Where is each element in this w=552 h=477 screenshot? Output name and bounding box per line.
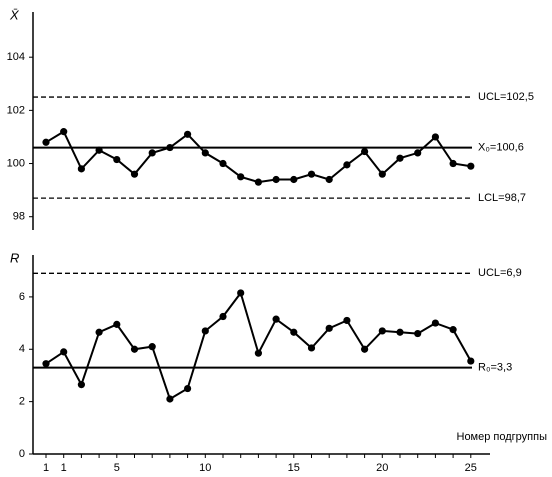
data-point — [219, 312, 227, 321]
y-axis-label: X̄ — [9, 7, 20, 22]
y-tick-label: 104 — [7, 51, 25, 63]
data-point — [130, 170, 139, 178]
data-point — [184, 384, 192, 393]
data-point — [343, 316, 351, 325]
data-point — [449, 326, 457, 334]
data-point — [42, 138, 50, 146]
data-point — [307, 344, 316, 352]
y-tick-label: 100 — [7, 157, 25, 169]
data-point — [60, 348, 68, 356]
data-point — [166, 395, 174, 403]
data-point — [95, 146, 103, 154]
data-point — [77, 381, 85, 389]
y-axis-label: R — [10, 250, 19, 265]
data-point — [431, 319, 439, 327]
reference-label: R₀=3,3 — [478, 361, 512, 373]
data-point — [148, 343, 156, 351]
data-point — [431, 133, 439, 141]
data-point — [148, 149, 156, 157]
data-point — [467, 162, 475, 170]
y-tick-label: 4 — [19, 343, 25, 355]
x-tick-label: 1 — [43, 462, 49, 474]
data-point — [467, 357, 475, 365]
data-point — [396, 154, 404, 162]
data-point — [272, 175, 280, 184]
data-point — [95, 328, 103, 336]
data-point — [414, 329, 422, 338]
data-point — [325, 175, 333, 184]
data-point — [272, 315, 280, 323]
reference-label: LCL=98,7 — [478, 192, 526, 204]
y-tick-label: 102 — [7, 104, 25, 116]
x-tick-label: 20 — [376, 462, 388, 474]
y-tick-label: 0 — [19, 448, 25, 460]
x-tick-label: 5 — [114, 462, 120, 474]
data-point — [414, 149, 422, 157]
data-point — [307, 170, 316, 178]
y-tick-label: 6 — [19, 291, 25, 303]
data-point — [290, 328, 298, 336]
data-point — [290, 175, 298, 184]
data-point — [378, 327, 386, 335]
data-point — [166, 143, 174, 152]
reference-label: UCL=102,5 — [478, 91, 534, 103]
x-tick-label: 1 — [61, 462, 67, 474]
y-tick-label: 98 — [13, 211, 25, 223]
data-point — [254, 178, 262, 186]
data-point — [449, 159, 457, 168]
data-point — [130, 345, 139, 353]
data-point — [113, 320, 121, 328]
data-point — [361, 147, 369, 156]
data-point — [201, 149, 209, 157]
reference-label: UCL=6,9 — [478, 267, 522, 279]
x-tick-label: 25 — [465, 462, 477, 474]
data-point — [237, 289, 245, 297]
series-line — [45, 290, 472, 401]
y-tick-label: 2 — [19, 396, 25, 408]
data-point — [396, 328, 404, 336]
data-point — [325, 324, 333, 332]
data-point — [254, 349, 262, 357]
x-axis-label: Номер подгруппы — [457, 431, 548, 443]
data-point — [343, 161, 351, 169]
data-point — [113, 155, 121, 164]
data-point — [184, 130, 192, 138]
data-point — [219, 159, 227, 168]
data-point — [201, 327, 209, 335]
reference-label: X₀=100,6 — [478, 141, 524, 153]
series-line — [45, 130, 471, 184]
data-point — [77, 165, 85, 173]
data-point — [42, 360, 50, 368]
data-point — [378, 170, 386, 178]
data-point — [60, 128, 68, 136]
x-tick-label: 15 — [288, 462, 300, 474]
x-tick-label: 10 — [199, 462, 211, 474]
data-point — [237, 173, 245, 181]
data-point — [361, 345, 369, 353]
